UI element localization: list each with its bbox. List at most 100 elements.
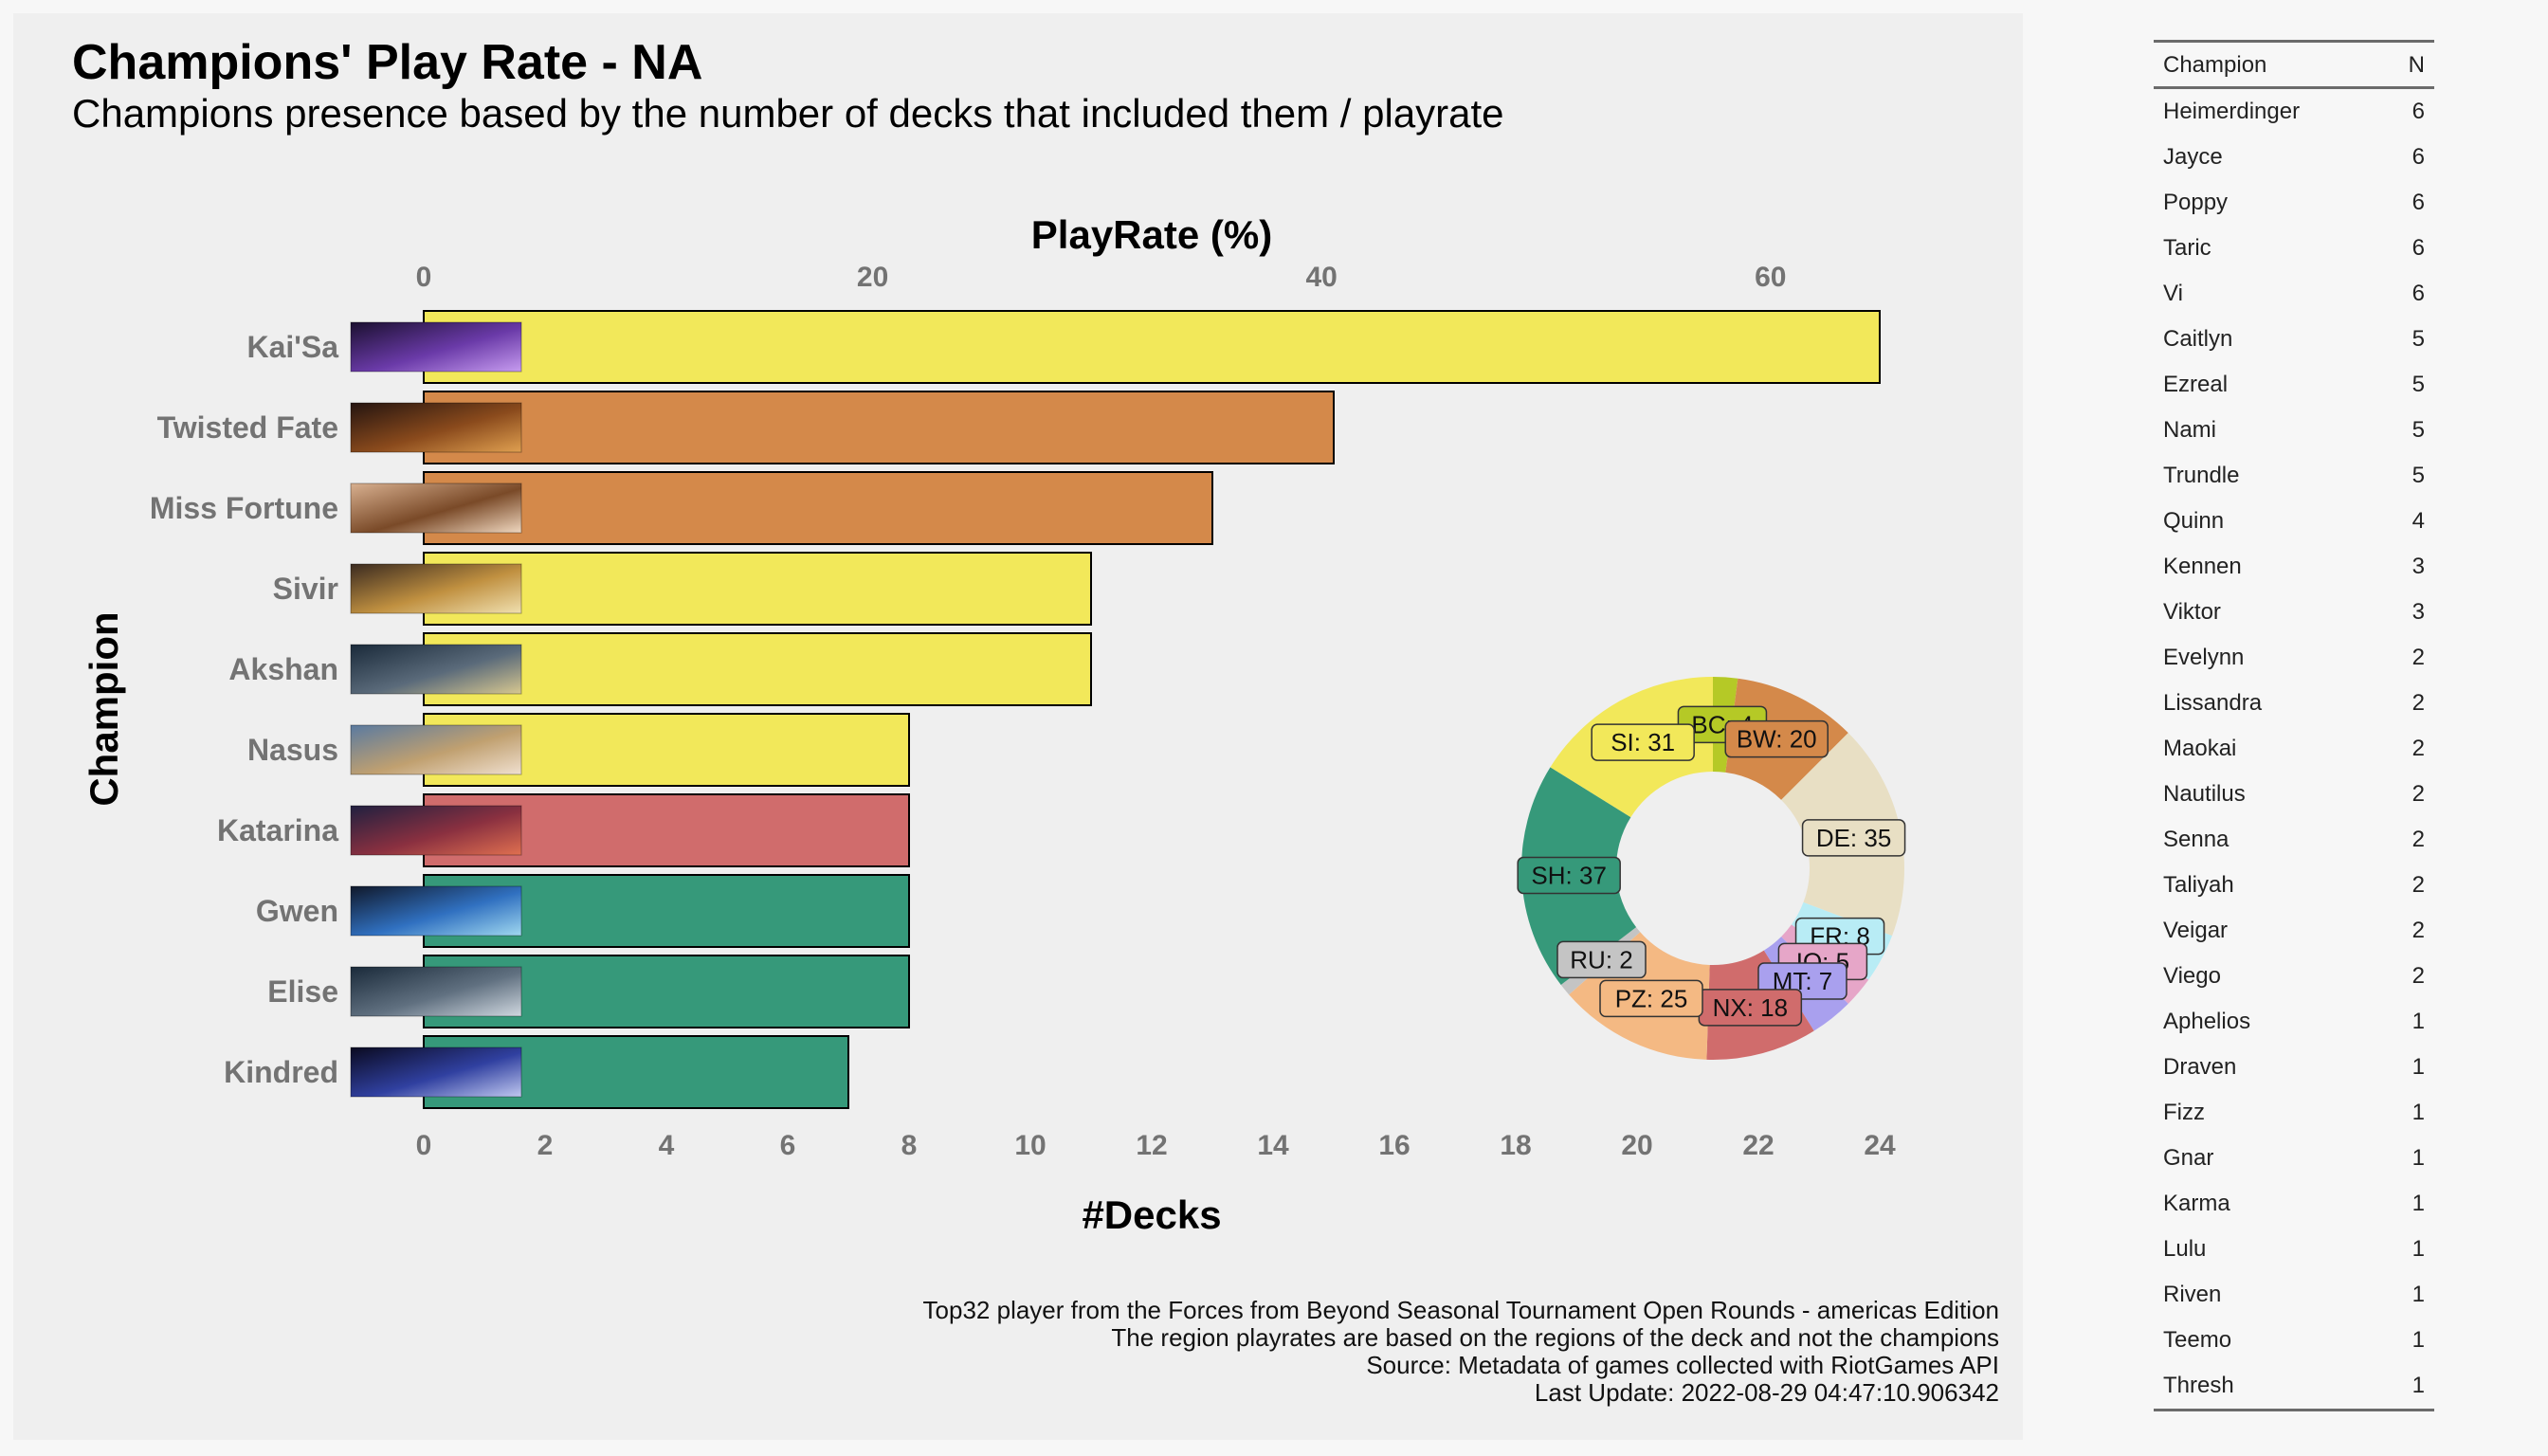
x-tick-label: 8 (901, 1130, 918, 1161)
table-body: Heimerdinger 6 Jayce 6 Poppy 6 Taric 6 Vi 6 Caitly… (2154, 88, 2434, 1411)
table-row: Karma 1 (2154, 1181, 2434, 1227)
x-tick-label: 12 (1136, 1130, 1167, 1161)
table-row: Taliyah 2 (2154, 863, 2434, 908)
slice-label: DE: 35 (1816, 824, 1892, 852)
count-cell: 1 (2412, 1236, 2425, 1262)
champion-cell: Ezreal (2163, 372, 2229, 397)
champion-thumbnail-frame (350, 482, 522, 534)
champion-cell: Aphelios (2163, 1009, 2251, 1034)
champion-thumbnail (351, 564, 521, 613)
champion-thumbnail-frame (350, 1046, 522, 1098)
count-cell: 3 (2412, 554, 2425, 579)
champion-cell: Lulu (2163, 1236, 2207, 1262)
champion-cell: Veigar (2163, 918, 2229, 943)
count-cell: 3 (2412, 599, 2425, 625)
count-cell: 1 (2412, 1327, 2425, 1353)
x-tick-label: 14 (1257, 1130, 1289, 1161)
table-row: Veigar 2 (2154, 908, 2434, 954)
chart-canvas: Kai'Sa Twisted Fate Miss Fortune Sivir Aksha… (82, 212, 1906, 1237)
category-label: Gwen (256, 894, 338, 928)
count-cell: 2 (2412, 827, 2425, 852)
table-row: Kennen 3 (2154, 544, 2434, 590)
x-tick-label: 4 (659, 1130, 675, 1161)
champion-thumbnail-frame (350, 644, 522, 695)
x-tick-label: 2 (537, 1130, 554, 1161)
category-label: Kai'Sa (246, 330, 338, 364)
count-cell: 2 (2412, 918, 2425, 943)
slice-label-box (1801, 819, 1906, 857)
count-cell: 5 (2412, 463, 2425, 488)
champion-thumbnail (351, 725, 521, 774)
column-header-n: N (2382, 40, 2434, 89)
champion-cell: Caitlyn (2163, 326, 2233, 352)
chart-title: Champions' Play Rate - NA (72, 35, 703, 90)
champion-thumbnail (351, 403, 521, 452)
champion-cell: Poppy (2163, 190, 2229, 215)
champion-cell: Kennen (2163, 554, 2242, 579)
x-tick-label: 16 (1378, 1130, 1410, 1161)
x-axis-title: #Decks (1082, 1192, 1221, 1237)
champion-thumbnail (351, 645, 521, 694)
category-label: Sivir (273, 572, 338, 606)
caption-line: The region playrates are based on the re… (1111, 1323, 1999, 1352)
table-row: Nautilus 2 (2154, 772, 2434, 817)
count-cell: 1 (2412, 1100, 2425, 1125)
caption-line: Last Update: 2022-08-29 04:47:10.906342 (1534, 1378, 1999, 1407)
champion-cell: Viego (2163, 963, 2221, 989)
champion-thumbnail (351, 1047, 521, 1097)
table-row: Maokai 2 (2154, 726, 2434, 772)
count-cell: 5 (2412, 372, 2425, 397)
table-row: Evelynn 2 (2154, 635, 2434, 681)
chart-subtitle: Champions presence based by the number o… (72, 91, 1504, 136)
table-row: Ezreal 5 (2154, 362, 2434, 408)
slice-label: BW: 20 (1737, 725, 1817, 754)
champion-thumbnail-frame (350, 724, 522, 775)
count-cell: 1 (2382, 1363, 2434, 1411)
champion-cell: Fizz (2163, 1100, 2205, 1125)
table-row: Nami 5 (2154, 408, 2434, 453)
bar (423, 391, 1335, 464)
x-tick-label: 10 (1014, 1130, 1046, 1161)
count-cell: 4 (2412, 508, 2425, 534)
category-label: Elise (267, 974, 338, 1009)
slice-label: SI: 31 (1611, 728, 1675, 756)
table-row: Viego 2 (2154, 954, 2434, 999)
champion-cell: Teemo (2163, 1327, 2232, 1353)
x-tick-label: 22 (1742, 1130, 1774, 1161)
champion-cell: Nami (2163, 417, 2217, 443)
count-cell: 6 (2412, 144, 2425, 170)
champion-cell: Karma (2163, 1191, 2230, 1216)
count-cell: 1 (2412, 1009, 2425, 1034)
table-row: Teemo 1 (2154, 1318, 2434, 1363)
column-header-champion: Champion (2154, 40, 2383, 89)
champion-cell: Taric (2163, 235, 2211, 261)
table-row: Senna 2 (2154, 817, 2434, 863)
count-cell: 1 (2412, 1282, 2425, 1307)
champion-thumbnail-frame (350, 885, 522, 937)
slice-label-box (1599, 979, 1703, 1018)
champion-cell: Jayce (2163, 144, 2223, 170)
champion-thumbnail (351, 483, 521, 533)
caption-line: Source: Metadata of games collected with… (1366, 1351, 1999, 1379)
table-header-row: Champion N (2154, 40, 2434, 89)
slice-label-box (1591, 723, 1695, 761)
count-cell: 5 (2412, 417, 2425, 443)
champion-cell: Gnar (2163, 1145, 2214, 1171)
x-tick-label: 18 (1500, 1130, 1531, 1161)
x2-tick-label: 60 (1755, 262, 1786, 293)
table-row: Caitlyn 5 (2154, 317, 2434, 362)
champion-cell: Vi (2163, 281, 2183, 306)
champion-cell: Draven (2163, 1054, 2237, 1080)
count-cell: 1 (2412, 1145, 2425, 1171)
x2-tick-label: 20 (857, 262, 888, 293)
slice-label-box (1724, 719, 1829, 758)
table-row: Lissandra 2 (2154, 681, 2434, 726)
champion-cell: Quinn (2163, 508, 2225, 534)
champion-cell: Evelynn (2163, 645, 2245, 670)
champion-thumbnail (351, 967, 521, 1016)
champion-thumbnail-frame (350, 805, 522, 856)
count-cell: 1 (2412, 1054, 2425, 1080)
bar (423, 471, 1213, 545)
slice-label-box (1556, 940, 1647, 979)
champion-thumbnail (351, 322, 521, 372)
